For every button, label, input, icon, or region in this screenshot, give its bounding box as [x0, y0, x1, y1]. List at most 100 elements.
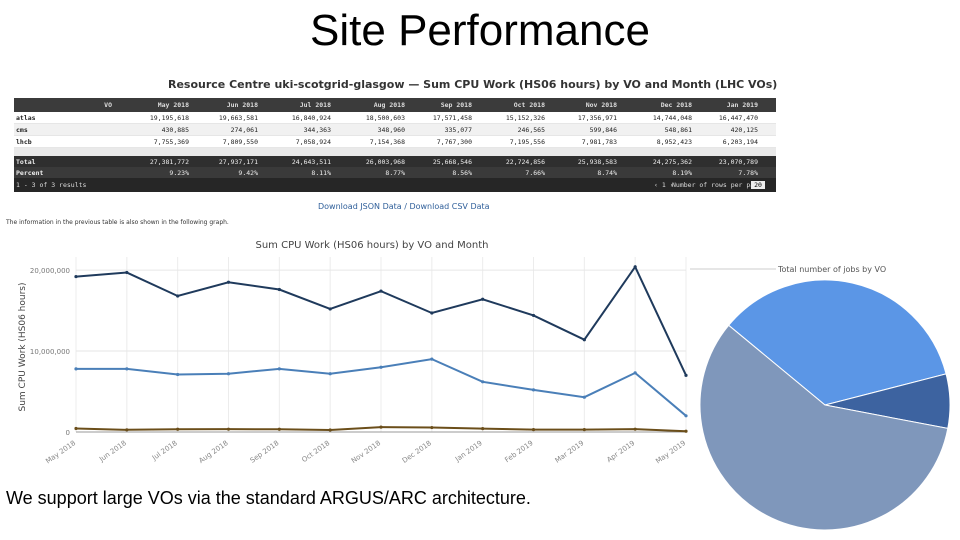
- table-cell: lhcb: [16, 137, 32, 146]
- data-point: [430, 311, 434, 315]
- x-tick-label: Jul 2018: [150, 439, 179, 462]
- table-cell: 25,938,583: [577, 157, 617, 166]
- data-point: [226, 427, 231, 431]
- data-point: [481, 380, 485, 384]
- table-header-cell[interactable]: Sep 2018: [440, 101, 472, 109]
- data-point: [481, 427, 485, 431]
- table-cell: 420,125: [730, 125, 758, 134]
- table-cell: 7,154,368: [369, 137, 405, 146]
- table-cell: 7,981,783: [581, 137, 617, 146]
- download-links[interactable]: Download JSON Data / Download CSV Data: [318, 202, 490, 211]
- table-cell: 23,070,789: [718, 157, 758, 166]
- data-point: [125, 367, 129, 371]
- table-header-cell[interactable]: Oct 2018: [513, 101, 545, 109]
- table-cell: 7,755,369: [153, 137, 189, 146]
- x-tick-label: Aug 2018: [197, 439, 229, 465]
- table-cell: 6,203,194: [722, 137, 758, 146]
- table-cell: 335,077: [444, 125, 472, 134]
- y-tick-label: 10,000,000: [30, 348, 70, 356]
- table-header-cell[interactable]: Nov 2018: [585, 101, 617, 109]
- table-cell: 246,565: [517, 125, 545, 134]
- data-point: [277, 287, 281, 292]
- x-tick-label: Jan 2019: [453, 439, 484, 464]
- data-point: [277, 427, 281, 431]
- table-cell: 9.23%: [169, 168, 189, 177]
- table-cell: cms: [16, 125, 28, 134]
- line-chart-title: Sum CPU Work (HS06 hours) by VO and Mont…: [256, 240, 489, 251]
- table-cell: 19,663,581: [218, 113, 258, 122]
- data-point: [328, 372, 332, 376]
- data-point: [379, 289, 383, 293]
- table-header-cell[interactable]: Aug 2018: [373, 101, 405, 109]
- data-point: [74, 274, 78, 279]
- data-point: [176, 294, 180, 298]
- rows-per-page-select[interactable]: 20: [751, 181, 765, 189]
- vo-table: VO May 2018 Jun 2018 Jul 2018 Aug 2018 Sep 20…: [14, 98, 776, 192]
- slide-caption: We support large VOs via the standard AR…: [6, 488, 531, 508]
- table-cell: 14,744,048: [652, 113, 692, 122]
- data-point: [379, 425, 383, 429]
- table-cell: 7.78%: [738, 168, 758, 177]
- y-axis-label: Sum CPU Work (HS06 hours): [18, 283, 28, 412]
- table-cell: 27,381,772: [149, 157, 189, 166]
- table-header-row: VO May 2018 Jun 2018 Jul 2018 Aug 2018 Sep 20…: [14, 98, 776, 112]
- table-cell: 8.19%: [672, 168, 692, 177]
- data-point: [531, 388, 536, 392]
- table-cell: 8.56%: [452, 168, 472, 177]
- table-header-cell[interactable]: May 2018: [157, 101, 189, 109]
- table-cell: 24,643,511: [291, 157, 331, 166]
- data-point: [684, 414, 688, 418]
- table-cell: 27,937,171: [218, 157, 258, 166]
- table-cell: 17,571,458: [432, 113, 472, 122]
- table-cell: 348,960: [377, 125, 405, 134]
- data-point: [328, 428, 332, 432]
- table-header-cell[interactable]: VO: [104, 101, 112, 109]
- table-row: atlas 19,195,618 19,663,581 16,840,924 18,50…: [14, 112, 776, 124]
- data-point: [125, 270, 129, 275]
- data-point: [633, 265, 637, 269]
- data-point: [176, 372, 180, 377]
- data-point: [226, 280, 231, 284]
- data-point: [633, 371, 637, 375]
- pager-arrows[interactable]: ‹ 1 ›: [654, 181, 674, 189]
- data-point: [531, 313, 536, 318]
- data-point: [176, 427, 180, 431]
- table-cell: 274,061: [230, 125, 258, 134]
- data-point: [430, 357, 434, 361]
- table-cell: 22,724,856: [505, 157, 545, 166]
- table-cell: Percent: [16, 168, 44, 177]
- table-header-cell[interactable]: Jul 2018: [299, 101, 331, 109]
- data-point: [74, 426, 78, 431]
- pie-slice: [699, 324, 949, 531]
- table-cell: 15,152,326: [505, 113, 545, 122]
- y-tick-label: 20,000,000: [30, 267, 70, 275]
- x-tick-label: May 2019: [654, 439, 687, 465]
- pie-chart-title: Total number of jobs by VO: [777, 265, 886, 274]
- table-cell: 8,952,423: [656, 137, 692, 146]
- table-cell: 7,195,556: [509, 137, 545, 146]
- table-cell: 24,275,362: [652, 157, 692, 166]
- table-cell: 8.11%: [311, 168, 331, 177]
- data-point: [277, 367, 281, 371]
- info-text: The information in the previous table is…: [6, 219, 229, 226]
- table-cell: 599,846: [589, 125, 617, 134]
- data-point: [582, 395, 586, 399]
- table-footer: 1 - 3 of 3 results ‹ 1 › Number of rows …: [14, 178, 776, 192]
- table-header-cell[interactable]: Dec 2018: [660, 101, 692, 109]
- table-header-cell[interactable]: Jun 2018: [226, 101, 258, 109]
- data-point: [531, 427, 536, 432]
- table-header-cell[interactable]: Jan 2019: [726, 101, 758, 109]
- table-cell: 18,500,603: [365, 113, 405, 122]
- rows-per-page-label: Number of rows per page: [672, 181, 763, 189]
- data-point: [633, 427, 637, 431]
- x-tick-label: Feb 2019: [503, 439, 534, 464]
- x-tick-label: Mar 2019: [554, 439, 586, 465]
- x-tick-label: Oct 2018: [300, 439, 331, 464]
- table-cell: 430,885: [161, 125, 189, 134]
- table-cell: atlas: [16, 113, 36, 122]
- data-point: [74, 367, 78, 371]
- data-point: [582, 338, 586, 342]
- line-chart: Sum CPU Work (HS06 hours) by VO and Mont…: [18, 240, 688, 465]
- y-tick-label: 0: [66, 429, 70, 437]
- table-cell: 344,363: [303, 125, 331, 134]
